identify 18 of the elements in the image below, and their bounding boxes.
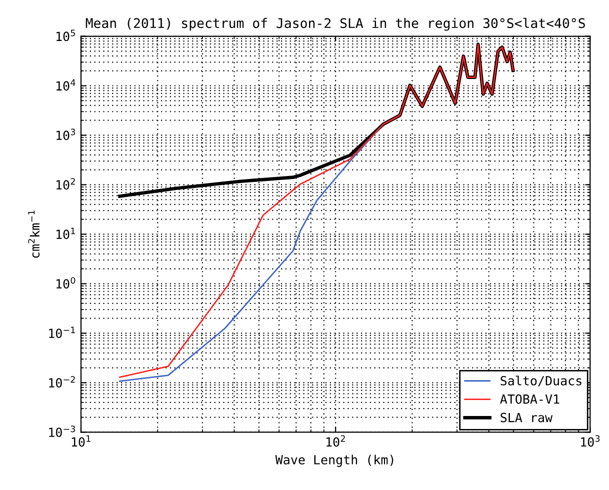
x-tick-label: 10$^{3}$ (581, 435, 600, 447)
y-tick-label: 10$^{4}$ (56, 79, 76, 91)
y-tick-label: 10$^{1}$ (56, 228, 75, 240)
y-tick-label: 10$^{−1}$ (49, 326, 75, 338)
y-tick-label: 10$^{5}$ (56, 30, 75, 42)
y-tick-label: 10$^{3}$ (56, 128, 76, 140)
legend-label: ATOBA-V1 (500, 394, 560, 404)
chart-title: Mean (2011) spectrum of Jason-2 SLA in the region 30°S<lat<40°S (86, 18, 585, 31)
y-tick-label: 10$^{−3}$ (49, 426, 76, 438)
x-axis-title: Wave Length (km) (275, 454, 394, 467)
y-axis-title: cm$^{2}$km$^{−1}$ (28, 210, 40, 258)
legend-label: SLA raw (500, 412, 553, 422)
x-tick-label: 10$^{1}$ (72, 435, 90, 447)
y-tick-label: 10$^{−2}$ (49, 376, 75, 388)
y-tick-label: 10$^{0}$ (56, 277, 76, 289)
y-tick-label: 10$^{2}$ (56, 178, 75, 190)
legend-label: Salto/Duacs (500, 376, 582, 386)
x-tick-label: 10$^{2}$ (326, 435, 345, 447)
